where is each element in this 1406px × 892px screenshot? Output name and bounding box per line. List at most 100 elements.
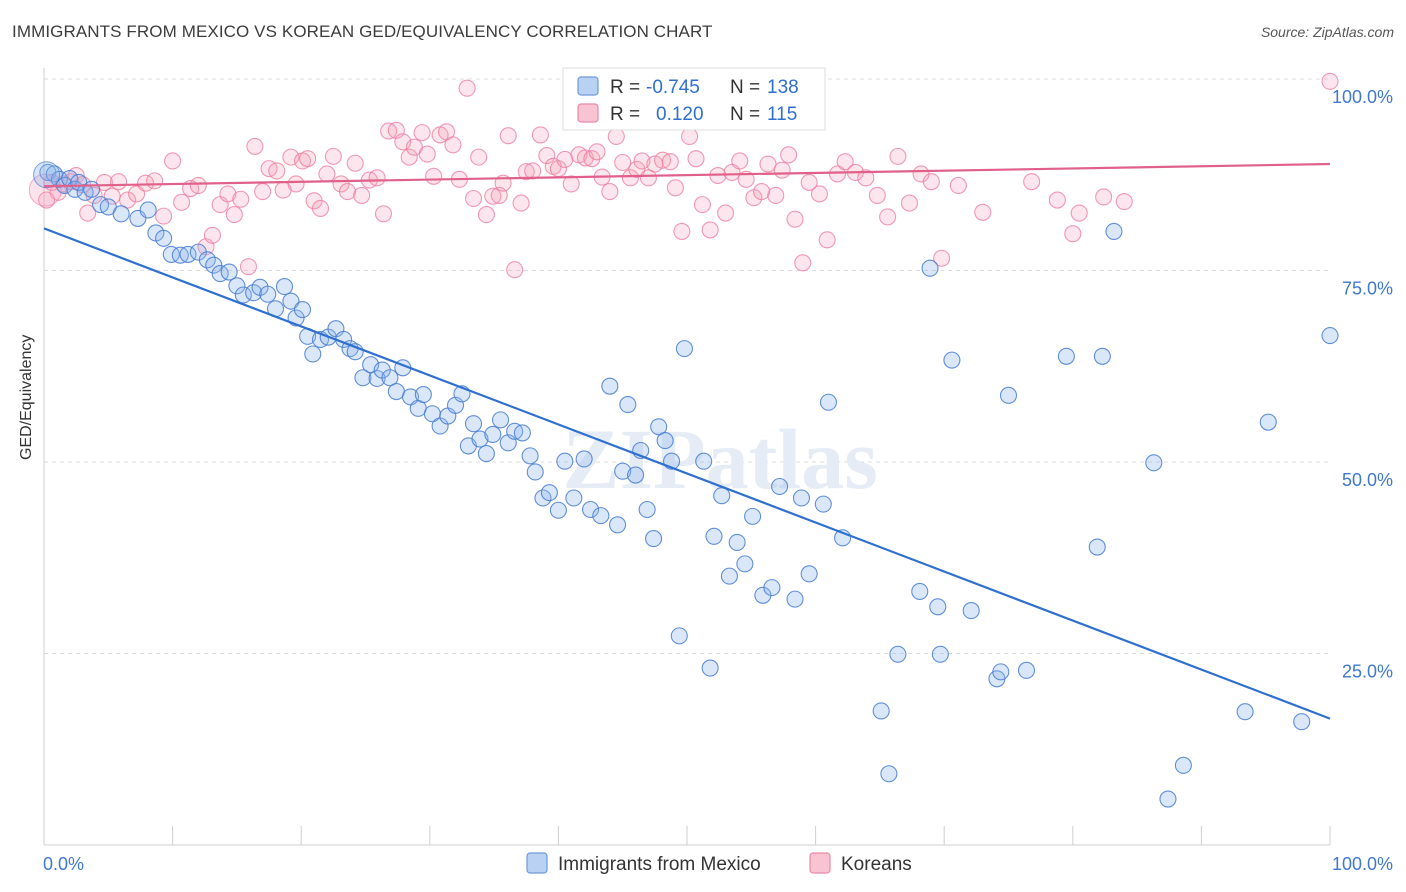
korean-point [374,205,393,223]
mexico-point [701,659,719,677]
mexico-point [1088,538,1106,556]
mexico-point [736,555,754,573]
korean-point [974,203,992,221]
mexico-point [931,645,949,663]
korean-point [400,148,418,166]
series-legend: Immigrants from Mexico Koreans [526,852,912,875]
mexico-point [162,245,180,263]
korean-point [512,194,530,212]
korean-point [189,176,207,195]
korean-point [900,194,919,212]
korean-point [759,155,777,173]
mexico-r-value: -0.745 [646,77,700,98]
korean-point [628,160,646,178]
mexico-point [800,565,818,583]
stats-legend: R = -0.745 N = 138 R = 0.120 N = 115 [562,67,826,131]
mexico-point [575,450,593,468]
mexico-point [220,263,238,281]
mexico-point [670,627,688,645]
korean-point [499,127,517,145]
mexico-point [282,292,300,310]
korean-point [794,254,812,272]
korean-point [818,231,836,249]
mexico-point [814,495,832,513]
korean-trend-line [43,162,1331,188]
korean-point [786,210,804,228]
korean-point [425,167,443,185]
korean-point [338,183,357,201]
mexico-point [354,369,372,387]
korean-point [219,185,237,203]
mexico-point [234,286,252,304]
korean-point [737,170,755,188]
mexico-point [763,579,781,597]
korean-point [661,153,679,171]
legend-label-mexico: Immigrants from Mexico [558,854,761,875]
mexico-point [259,285,277,303]
mexico-point [601,377,619,395]
korean-point [1023,173,1041,191]
korean-point [203,226,222,244]
korean-point [810,185,829,203]
mexico-n-value: 138 [767,77,799,98]
korean-point [470,148,488,166]
korean-point [287,175,305,193]
mexico-point [1293,713,1311,731]
korean-point [464,189,483,208]
korean-point [368,169,386,187]
mexico-point [368,369,386,388]
source-credit: Source: ZipAtlas.com [1260,24,1394,40]
mexico-point [1174,756,1192,774]
stats-legend-box [562,67,826,131]
korean-point [583,150,601,168]
korean-point [621,169,639,187]
mexico-point [992,663,1010,681]
korean-point [681,127,699,145]
korean-point [949,176,967,195]
mexico-point [911,582,929,601]
mexico-point [1259,413,1277,431]
mexico-point [513,424,531,442]
mexico-point [381,369,399,387]
mexico-point [638,500,656,519]
mexico-point [33,161,61,189]
mexico-point [713,487,731,505]
korean-point [889,147,907,165]
korean-point [607,127,625,145]
mexico-point [999,386,1018,404]
korean-point [477,206,495,224]
korean-point [531,126,549,144]
korean-point [79,204,97,222]
korean-point [1095,188,1113,206]
mexico-point [771,477,789,496]
korean-point [857,169,875,187]
korean-point [444,136,462,154]
mexico-point [744,507,762,525]
korean-point [1115,193,1133,211]
y-tick-label: 75.0% [1342,279,1393,299]
korean-point [506,261,524,279]
mexico-point [695,452,713,470]
x-tick-label: 0.0% [43,854,84,874]
watermark: ZIPatlas [562,411,877,507]
korean-point [110,173,128,191]
korean-r-label: R = [610,104,640,125]
korean-point [717,204,735,222]
mexico-point [179,245,197,263]
mexico-point [889,645,907,663]
korean-point [1070,204,1088,222]
korean-point [701,221,719,239]
korean-point [666,179,684,197]
mexico-point [1105,222,1123,240]
korean-point [1321,72,1339,90]
mexico-point [962,602,980,620]
korean-point [773,161,791,179]
korean-point [458,79,476,97]
mexico-point [526,463,544,481]
mexico-point [1093,347,1111,365]
chart-title: IMMIGRANTS FROM MEXICO VS KOREAN GED/EQU… [12,22,713,41]
mexico-point [1321,327,1339,345]
korean-point [413,124,431,142]
korean-point [418,145,436,163]
